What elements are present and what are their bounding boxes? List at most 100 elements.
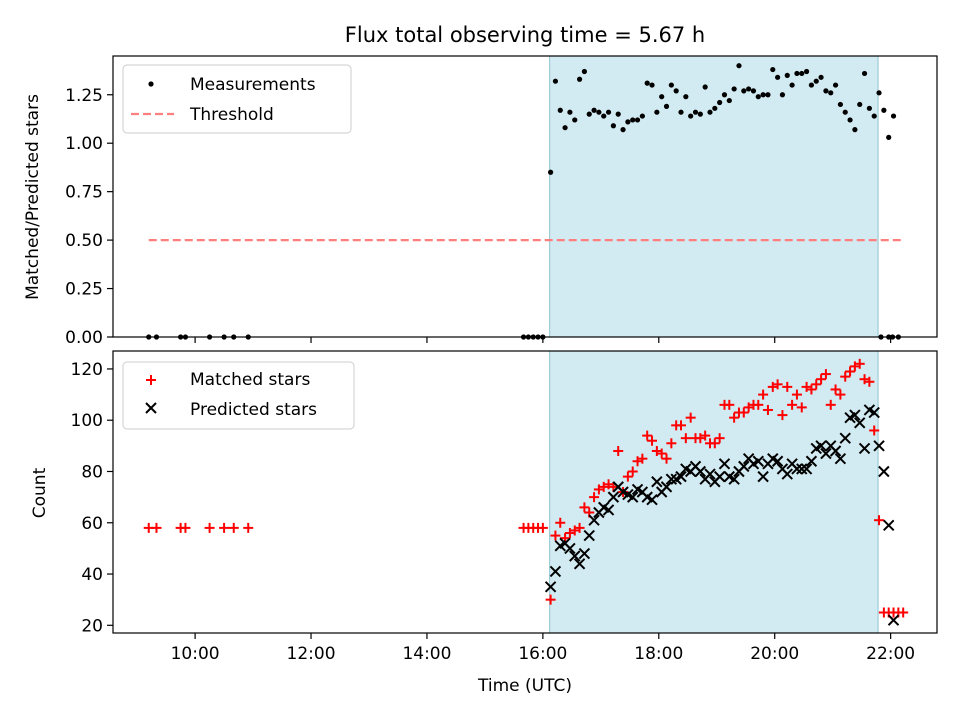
matched-star-point	[791, 389, 802, 400]
ratio-y-tick-label: 1.25	[65, 86, 103, 106]
matched-star-point	[622, 471, 633, 482]
measurement-point	[702, 84, 708, 90]
measurement-point	[552, 78, 559, 84]
measurement-point	[630, 117, 636, 123]
predicted-star-point	[800, 463, 813, 475]
matched-star-point	[753, 399, 764, 410]
measurement-point	[813, 78, 819, 84]
predicted-star-point	[873, 440, 885, 452]
matched-star-point	[555, 517, 566, 528]
matched-star-point	[243, 522, 254, 533]
count-legend: Matched stars Predicted stars	[122, 361, 355, 430]
predicted-star-point	[854, 417, 866, 429]
measurement-point	[562, 125, 568, 131]
matched-star-point	[661, 453, 672, 464]
measurement-point	[673, 88, 679, 94]
matched-star-point	[537, 522, 548, 533]
ratio-legend-box	[122, 64, 352, 134]
measurement-point	[794, 70, 800, 77]
measurement-point	[721, 92, 728, 98]
count-frame	[112, 350, 938, 634]
ratio-legend: Measurements Threshold	[122, 64, 352, 134]
count-x-tick-label: 10:00	[171, 644, 220, 664]
matched-star-point	[869, 425, 880, 436]
measurement-point	[678, 109, 684, 115]
measurement-point	[576, 76, 583, 82]
predicted-star-point	[573, 558, 586, 570]
figure-title: Flux total observing time = 5.67 h	[345, 23, 705, 47]
matched-star-point	[782, 381, 793, 392]
matched-star-point	[574, 522, 585, 533]
measurement-point	[775, 74, 781, 80]
ratio-y-tick-label: 0.00	[65, 328, 103, 348]
measurement-point	[707, 109, 713, 115]
matched-star-point	[627, 466, 638, 477]
predicted-star-point	[815, 440, 827, 452]
matched-star-point	[758, 389, 769, 400]
measurement-point	[639, 113, 645, 119]
measurement-point	[808, 82, 815, 88]
predicted-star-point	[887, 614, 900, 626]
measurement-point	[591, 107, 597, 113]
predicted-star-point	[651, 476, 663, 488]
matched-star-point	[608, 481, 619, 492]
measurement-point	[567, 109, 573, 115]
legend-predicted-label: Predicted stars	[190, 400, 317, 420]
measurement-point	[832, 82, 839, 88]
predicted-star-point	[882, 519, 895, 532]
matched-star-point	[680, 433, 691, 444]
measurement-point	[755, 94, 761, 100]
predicted-star-point	[665, 473, 678, 485]
matched-star-point	[806, 384, 817, 395]
measurement-point	[596, 109, 602, 115]
matched-star-point	[656, 448, 667, 459]
measurement-point	[842, 109, 848, 115]
matched-star-point	[714, 433, 725, 444]
predicted-star-point	[694, 465, 707, 478]
matched-star-point	[738, 407, 749, 418]
measurement-points	[146, 63, 901, 340]
measurement-point	[615, 111, 621, 117]
measurement-point	[866, 105, 872, 111]
measurement-point	[823, 88, 829, 94]
matched-star-point	[724, 399, 735, 410]
matched-star-point	[151, 522, 162, 533]
measurement-point	[654, 109, 660, 115]
measurement-point	[605, 109, 612, 115]
measurement-point	[886, 134, 892, 140]
measurement-point	[881, 107, 887, 113]
ratio-y-tick-label: 0.50	[65, 231, 103, 251]
count-y-tick-label: 100	[71, 411, 103, 431]
measurement-point	[572, 117, 578, 123]
measurement-point	[828, 90, 834, 96]
measurement-point	[741, 88, 747, 94]
measurement-point	[818, 74, 824, 80]
predicted-star-point	[675, 470, 687, 483]
matched-star-point	[545, 594, 556, 605]
measurement-point	[610, 123, 616, 129]
predicted-star-point	[564, 542, 576, 555]
predicted-star-point	[781, 468, 793, 480]
matched-star-point	[642, 430, 653, 441]
ratio-y-axis-label: Matched/Predicted stars	[23, 94, 43, 300]
measurement-point	[789, 82, 795, 88]
predicted-star-point	[791, 463, 803, 475]
matched-star-point	[835, 389, 846, 400]
matched-star-point	[666, 438, 677, 449]
measurement-point	[644, 80, 650, 86]
matched-star-point	[864, 376, 875, 387]
count-y-tick-label: 20	[81, 616, 103, 636]
measurement-point	[871, 113, 877, 119]
predicted-star-point	[820, 447, 832, 460]
measurement-point	[770, 66, 776, 73]
count-legend-box	[122, 361, 355, 430]
ratio-y-tick-label: 0.75	[65, 183, 103, 203]
measurement-point	[726, 97, 732, 104]
observing-window-bottom	[549, 350, 879, 634]
matched-star-point	[845, 366, 856, 377]
count-x-tick-label: 14:00	[402, 644, 451, 664]
matched-star-point	[825, 399, 836, 410]
measurement-point	[736, 63, 742, 69]
count-y-tick-label: 40	[81, 565, 103, 585]
measurement-point	[659, 94, 665, 100]
